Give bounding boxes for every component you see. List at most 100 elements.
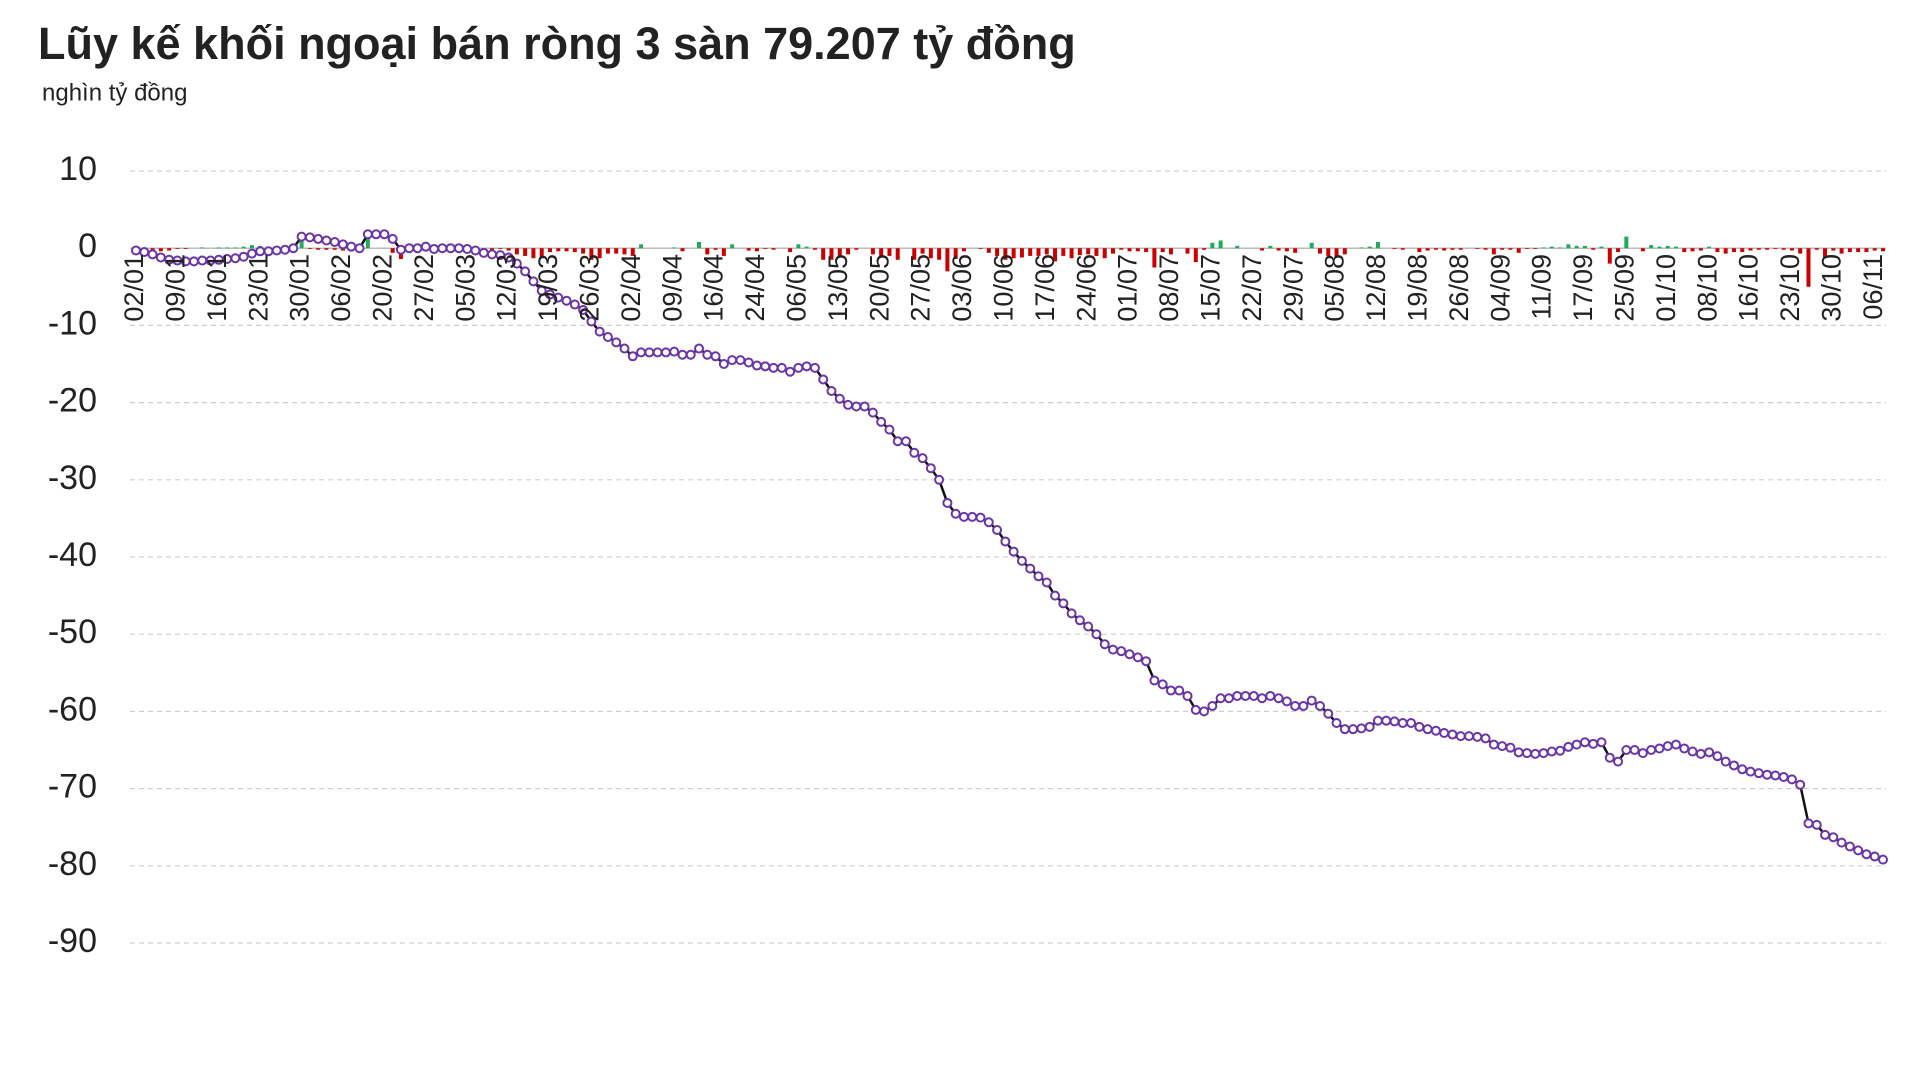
- bar: [1119, 248, 1124, 250]
- bar: [324, 248, 329, 250]
- x-tick-label: 23/10: [1775, 254, 1805, 322]
- point: [892, 436, 903, 447]
- point: [1737, 764, 1748, 775]
- bar: [1582, 245, 1587, 249]
- point: [925, 463, 936, 474]
- bar: [1003, 248, 1008, 260]
- point: [462, 243, 473, 254]
- point: [809, 362, 820, 373]
- bar: [796, 244, 801, 249]
- point: [1629, 745, 1640, 755]
- point: [942, 497, 953, 508]
- point: [346, 241, 357, 252]
- bar: [605, 248, 610, 254]
- bar: [1210, 242, 1215, 249]
- bar: [1491, 248, 1496, 255]
- point: [1646, 745, 1657, 755]
- point: [702, 349, 713, 360]
- point: [520, 266, 531, 277]
- bar: [572, 248, 577, 253]
- x-tick-label: 19/03: [533, 254, 563, 322]
- point: [578, 304, 589, 315]
- bar: [1011, 248, 1016, 259]
- point: [1480, 733, 1491, 744]
- x-tick-label: 08/10: [1692, 254, 1722, 322]
- bar: [1044, 248, 1049, 255]
- point: [280, 244, 291, 255]
- point: [1414, 721, 1425, 732]
- point: [1141, 656, 1152, 667]
- point: [1083, 621, 1094, 632]
- point: [528, 276, 539, 287]
- point: [1588, 738, 1599, 749]
- point: [1720, 756, 1731, 767]
- bar: [1168, 248, 1173, 255]
- bar: [200, 247, 205, 249]
- point: [1240, 690, 1251, 701]
- bar: [1110, 248, 1115, 254]
- point: [1058, 598, 1069, 609]
- point: [1190, 704, 1201, 715]
- point: [1364, 721, 1375, 732]
- point: [909, 447, 920, 458]
- bar: [1317, 248, 1322, 254]
- bar: [821, 248, 826, 260]
- x-tick-label: 01/07: [1113, 254, 1143, 322]
- bar: [920, 248, 925, 254]
- x-tick-label: 13/05: [823, 254, 853, 322]
- point: [354, 243, 365, 254]
- point: [1348, 724, 1359, 735]
- point: [826, 386, 837, 397]
- bar: [1508, 248, 1513, 250]
- point: [379, 229, 390, 240]
- point: [1869, 851, 1880, 862]
- bar: [1185, 248, 1190, 254]
- point: [1281, 696, 1292, 707]
- point: [768, 362, 779, 373]
- point: [404, 243, 415, 254]
- y-tick-label: -20: [48, 382, 97, 420]
- point: [395, 244, 406, 255]
- x-tick-label: 05/03: [450, 254, 480, 322]
- x-tick-label: 10/06: [988, 254, 1018, 322]
- point: [1712, 751, 1723, 762]
- bar: [912, 248, 917, 260]
- bar: [713, 248, 718, 250]
- point: [677, 349, 688, 360]
- line-series: [131, 229, 1888, 865]
- point: [1571, 739, 1582, 750]
- bar: [1028, 248, 1033, 256]
- point: [238, 251, 249, 262]
- point: [851, 401, 862, 412]
- bar: [928, 248, 933, 259]
- point: [1844, 841, 1855, 852]
- bar: [622, 248, 627, 255]
- point: [561, 295, 572, 306]
- point: [569, 299, 580, 310]
- point: [1811, 819, 1822, 830]
- bar: [887, 248, 892, 256]
- point: [1025, 563, 1036, 574]
- point: [1339, 724, 1350, 735]
- bar: [1690, 248, 1695, 252]
- point: [710, 351, 721, 362]
- bar: [332, 248, 337, 250]
- x-tick-label: 16/10: [1734, 254, 1764, 322]
- point: [1306, 695, 1317, 706]
- bar: [1847, 248, 1852, 253]
- point: [1099, 639, 1110, 650]
- x-tick-label: 24/04: [740, 254, 770, 322]
- x-tick-label: 17/09: [1568, 254, 1598, 322]
- bar: [150, 248, 155, 251]
- point: [1786, 774, 1797, 785]
- point: [594, 326, 605, 337]
- bar: [1359, 247, 1364, 249]
- bar: [564, 248, 569, 252]
- bar: [1872, 248, 1877, 251]
- point: [843, 399, 854, 410]
- bar: [1715, 248, 1720, 253]
- point: [1406, 717, 1417, 728]
- point: [1422, 724, 1433, 735]
- bar: [307, 248, 312, 249]
- x-tick-label: 30/10: [1816, 254, 1846, 322]
